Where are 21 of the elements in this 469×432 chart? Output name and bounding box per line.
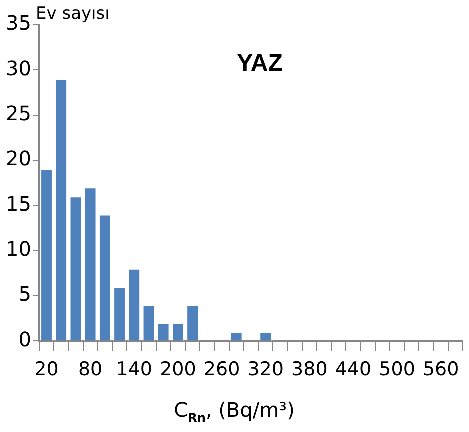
- x-tick-label: 260: [204, 358, 240, 381]
- x-tick-label: 20: [34, 358, 59, 381]
- x-axis-title: C$_{Rn}$, (Bq/m³): [173, 398, 296, 425]
- y-tick-label: 5: [18, 282, 32, 306]
- x-tick-label: 440: [335, 358, 372, 381]
- text: YAZ: [236, 50, 284, 78]
- y-tick-label: 35: [6, 11, 32, 36]
- x-tick-label: 200: [160, 358, 196, 381]
- x-tick-label: 80: [78, 358, 103, 381]
- y-tick-label: 0: [18, 327, 32, 352]
- x-tick-label: 380: [292, 358, 328, 381]
- x-tick-label: 500: [379, 358, 416, 381]
- x-tick-label: 560: [422, 358, 460, 381]
- y-tick-label: 15: [6, 192, 32, 216]
- y-axis-title: Ev sayısı: [36, 4, 110, 24]
- y-tick-label: 10: [6, 237, 32, 262]
- x-tick-label: 140: [116, 358, 153, 381]
- y-tick-label: 30: [6, 56, 32, 80]
- y-tick-label: 20: [6, 146, 32, 171]
- x-tick-label: 320: [248, 358, 284, 381]
- y-tick-label: 25: [6, 102, 32, 126]
